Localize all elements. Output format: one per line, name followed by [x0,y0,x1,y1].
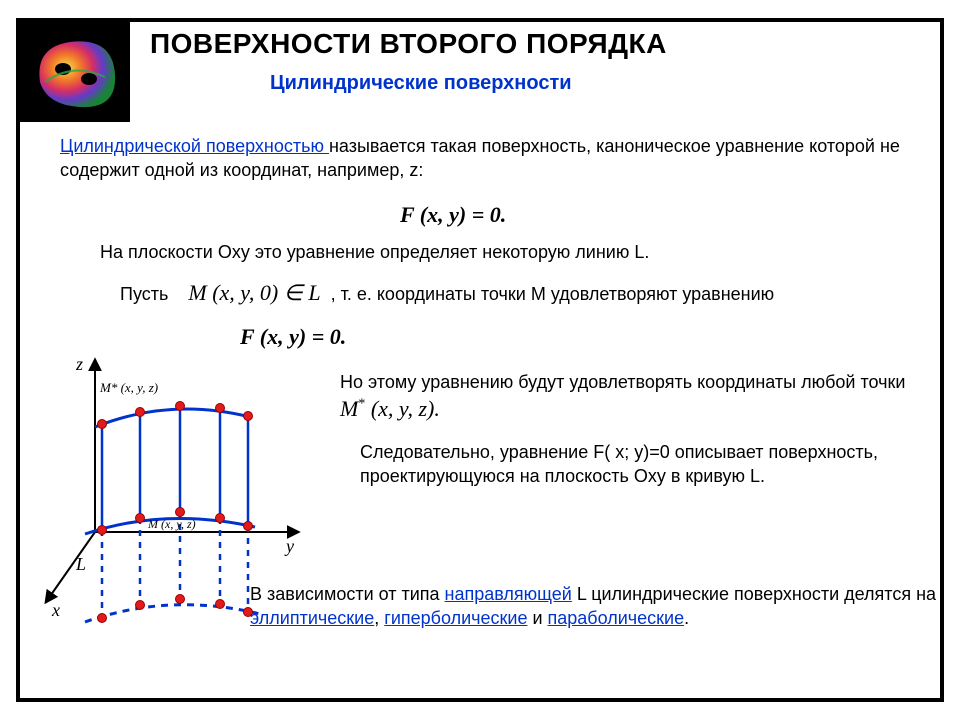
mstar-letter: M [340,396,358,421]
link-hyper[interactable]: гиперболические [384,608,527,628]
data-point [176,595,185,604]
logo-box [20,22,130,122]
dep-sep2: и [527,608,547,628]
definition-paragraph: Цилиндрической поверхностью называется т… [60,134,920,183]
data-point [244,608,253,617]
eq-fxy-1: F (x, y) = 0. [400,202,506,227]
axis-x [46,532,95,602]
page-title: ПОВЕРХНОСТИ ВТОРОГО ПОРЯДКА [150,28,667,60]
data-point [244,522,253,531]
link-parab[interactable]: параболические [548,608,685,628]
eq-mxy0: M (x, y, 0) ∈ L [188,280,320,305]
equation-1: F (x, y) = 0. [400,200,506,230]
data-point [98,420,107,429]
data-point [216,514,225,523]
curve-top [95,409,250,427]
pust-pre: Пусть [120,284,168,304]
slide-frame: ПОВЕРХНОСТИ ВТОРОГО ПОРЯДКА Цилиндрическ… [16,18,944,702]
curve-bottom-dashed [85,605,260,622]
consequently-paragraph: Следовательно, уравнение F( x; y)=0 опис… [360,440,930,489]
term-link[interactable]: Цилиндрической поверхностью [60,136,329,156]
label-x: x [51,600,60,620]
label-y: y [284,536,294,556]
page-subtitle: Цилиндрические поверхности [270,72,572,95]
mstar-args: (x, y, z). [371,396,440,421]
pust-paragraph: Пусть M (x, y, 0) ∈ L , т. е. координаты… [120,278,930,308]
logo-swirl [25,27,125,117]
data-point [98,526,107,535]
pust-post: , т. е. координаты точки M удовлетворяют… [331,284,775,304]
data-point [216,600,225,609]
dep-mid1: L цилиндрические поверхности делятся на [572,584,936,604]
data-point [176,508,185,517]
data-point [216,404,225,413]
data-point [244,412,253,421]
depending-paragraph: В зависимости от типа направляющей L цил… [250,582,940,631]
eq-mstar: M* (x, y, z). [340,396,440,421]
diagram: z y x L M* (x, y, z) M (x, y, z) [40,352,320,652]
mstar-sup: * [358,397,365,412]
dep-sep1: , [374,608,384,628]
data-point [136,514,145,523]
eq-fxy-2: F (x, y) = 0. [240,324,346,349]
equation-2: F (x, y) = 0. [240,322,346,352]
data-point [136,408,145,417]
data-point [176,402,185,411]
label-z: z [75,354,83,374]
label-L: L [75,554,86,574]
but-paragraph: Но этому уравнению будут удовлетворять к… [340,370,930,424]
data-point [98,614,107,623]
data-point [136,601,145,610]
dep-end: . [684,608,689,628]
label-m: M (x, y, z) [147,517,196,531]
link-napr[interactable]: направляющей [445,584,572,604]
line-oxy: На плоскости Oxy это уравнение определяе… [100,240,920,264]
but-text: Но этому уравнению будут удовлетворять к… [340,372,905,392]
label-mstar: M* (x, y, z) [99,380,158,395]
diagram-svg: z y x L M* (x, y, z) M (x, y, z) [40,352,320,652]
